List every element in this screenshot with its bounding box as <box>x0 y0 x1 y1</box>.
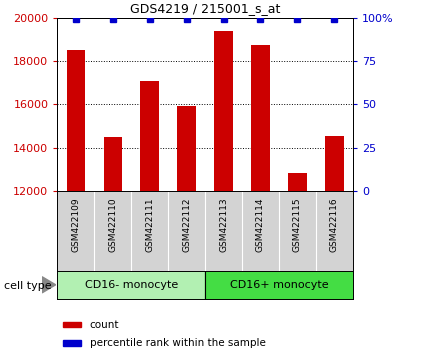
Bar <box>325 136 343 354</box>
Text: GSM422109: GSM422109 <box>71 198 80 252</box>
Bar <box>63 340 81 346</box>
Text: GSM422114: GSM422114 <box>256 198 265 252</box>
Bar <box>214 31 233 354</box>
Bar <box>104 137 122 354</box>
Bar <box>177 105 196 354</box>
Bar <box>288 173 306 354</box>
Polygon shape <box>42 277 56 293</box>
Text: CD16- monocyte: CD16- monocyte <box>85 280 178 290</box>
Text: GSM422112: GSM422112 <box>182 198 191 252</box>
Text: GSM422113: GSM422113 <box>219 198 228 252</box>
Bar <box>67 50 85 354</box>
Bar <box>140 81 159 354</box>
Title: GDS4219 / 215001_s_at: GDS4219 / 215001_s_at <box>130 2 280 15</box>
Text: GSM422116: GSM422116 <box>330 198 339 252</box>
Text: CD16+ monocyte: CD16+ monocyte <box>230 280 328 290</box>
Text: percentile rank within the sample: percentile rank within the sample <box>90 338 266 348</box>
Bar <box>251 45 270 354</box>
Text: GSM422111: GSM422111 <box>145 198 154 252</box>
Text: GSM422115: GSM422115 <box>293 198 302 252</box>
Text: GSM422110: GSM422110 <box>108 198 117 252</box>
Bar <box>63 322 81 327</box>
Text: count: count <box>90 320 119 330</box>
Text: cell type: cell type <box>4 281 52 291</box>
